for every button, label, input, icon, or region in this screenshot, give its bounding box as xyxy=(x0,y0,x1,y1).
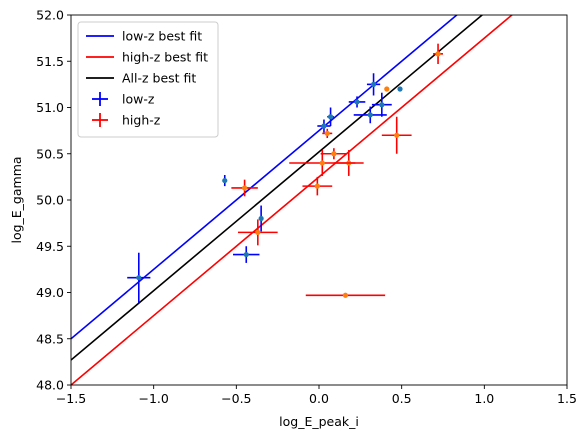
point-marker xyxy=(136,275,142,281)
legend-label: high-z xyxy=(122,113,161,128)
data-point-low-z-6 xyxy=(348,96,366,108)
data-point-low-z-10 xyxy=(397,86,403,92)
legend-label: low-z xyxy=(122,92,155,107)
point-marker xyxy=(379,102,385,108)
data-point-high-z-7 xyxy=(381,116,412,154)
legend-label: low-z best fit xyxy=(122,29,202,44)
y-tick-label: 50.0 xyxy=(36,193,64,208)
legend-entry-2: All-z best fit xyxy=(86,71,196,86)
point-marker xyxy=(435,51,441,57)
data-point-low-z-8 xyxy=(371,92,392,117)
point-marker xyxy=(258,215,264,222)
y-axis-label: log_E_gamma xyxy=(9,156,24,243)
data-point-high-z-0 xyxy=(231,179,258,197)
data-point-low-z-0 xyxy=(127,252,151,303)
point-marker xyxy=(342,292,349,298)
point-marker xyxy=(367,112,373,118)
y-tick-label: 49.0 xyxy=(36,285,64,300)
data-point-high-z-10 xyxy=(384,86,390,92)
legend-box xyxy=(77,21,219,138)
legend: low-z best fit high-z best fit All-z best … xyxy=(77,21,219,138)
point-marker xyxy=(331,151,337,157)
legend-entry-3: low-z xyxy=(92,92,155,107)
x-tick-label: 0.0 xyxy=(309,391,329,406)
fit-line-0 xyxy=(71,15,459,340)
legend-entry-4: high-z xyxy=(92,113,161,128)
x-tick-label: −1.5 xyxy=(56,391,86,406)
point-marker xyxy=(324,130,330,136)
data-point-high-z-1 xyxy=(237,219,278,246)
x-axis-ticks: −1.5 −1.0 −0.5 0.0 0.5 1.0 1.5 xyxy=(56,385,577,406)
y-tick-label: 51.5 xyxy=(36,54,64,69)
x-tick-label: 1.5 xyxy=(557,391,577,406)
point-marker xyxy=(321,123,327,129)
fit-line-2 xyxy=(71,15,484,361)
data-point-low-z-9 xyxy=(366,73,381,96)
point-marker xyxy=(354,99,360,105)
data-point-high-z-6 xyxy=(322,128,333,139)
data-points xyxy=(127,43,443,303)
data-point-high-z-5 xyxy=(320,148,348,160)
point-marker xyxy=(394,132,400,138)
point-marker xyxy=(242,185,248,191)
point-marker xyxy=(319,160,325,166)
y-tick-label: 48.0 xyxy=(36,378,64,393)
y-tick-label: 50.5 xyxy=(36,146,64,161)
data-point-high-z-8 xyxy=(305,292,386,298)
data-point-high-z-9 xyxy=(433,43,443,65)
legend-label: high-z best fit xyxy=(122,50,208,65)
legend-entry-0: low-z best fit xyxy=(86,29,202,44)
x-tick-label: −0.5 xyxy=(221,391,251,406)
point-marker xyxy=(384,86,390,92)
point-marker xyxy=(370,81,377,87)
x-axis-label: log_E_peak_i xyxy=(279,414,359,429)
y-tick-label: 49.5 xyxy=(36,239,64,254)
x-tick-label: −1.0 xyxy=(138,391,168,406)
data-point-low-z-5 xyxy=(327,107,334,126)
point-marker xyxy=(243,251,249,258)
data-point-low-z-2 xyxy=(258,205,264,232)
data-point-low-z-1 xyxy=(233,246,260,263)
point-marker xyxy=(222,177,228,184)
y-tick-label: 51.0 xyxy=(36,100,64,115)
data-point-high-z-2 xyxy=(302,176,333,196)
point-marker xyxy=(397,86,403,92)
data-point-low-z-3 xyxy=(222,175,228,187)
point-marker xyxy=(327,114,334,120)
y-tick-label: 48.5 xyxy=(36,331,64,346)
y-axis-ticks: 48.0 48.5 49.0 49.5 50.0 50.5 51.0 51.5 52.0 xyxy=(36,8,71,393)
x-tick-label: 0.5 xyxy=(392,391,412,406)
data-point-low-z-4 xyxy=(317,119,331,133)
y-tick-label: 52.0 xyxy=(36,8,64,23)
legend-label: All-z best fit xyxy=(122,71,196,86)
fit-lines xyxy=(71,15,514,385)
point-marker xyxy=(314,183,320,189)
legend-entry-1: high-z best fit xyxy=(86,50,208,65)
fit-line-1 xyxy=(71,15,514,385)
x-tick-label: 1.0 xyxy=(474,391,494,406)
point-marker xyxy=(255,229,261,235)
